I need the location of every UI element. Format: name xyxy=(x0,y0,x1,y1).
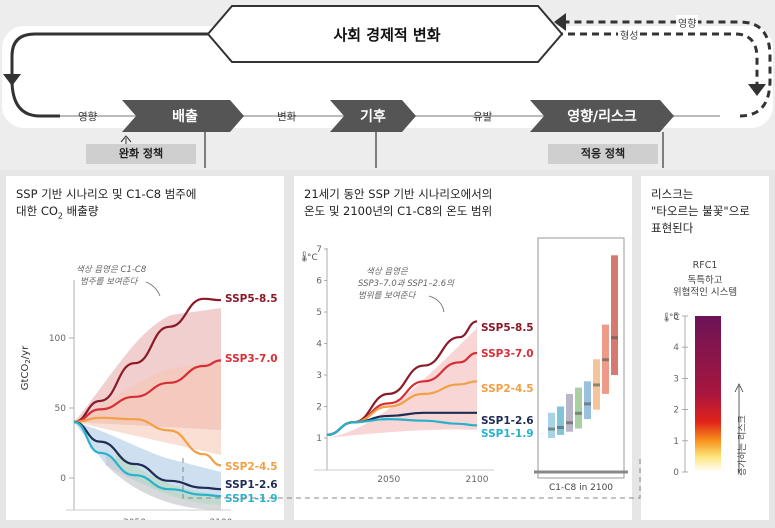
c-range-bar xyxy=(566,393,573,432)
panel3-title-line1: 리스크는 xyxy=(651,187,694,201)
influence-label-top: 영향 xyxy=(676,15,699,30)
c-range-median xyxy=(566,421,573,425)
y-tick-label: 7 xyxy=(316,245,322,255)
c-range-bar xyxy=(575,387,582,429)
panel1-title-line1: SSP 기반 시나리오 및 C1-C8 범주에 xyxy=(16,187,197,201)
c-range-bar xyxy=(611,255,618,375)
series-label-SSP2-4.5: SSP2-4.5 xyxy=(481,383,534,395)
impacts-chevron xyxy=(530,100,674,132)
burning-ember-chart: 🌡 °C 5 4 3 2 1 0 증가하는 리스크 xyxy=(661,312,748,478)
ember-tick-label: 2 xyxy=(673,406,679,416)
series-label-SSP1-1.9: SSP1-1.9 xyxy=(225,493,278,505)
ember-tick-label: 4 xyxy=(673,343,679,353)
panel2-title-line2: 온도 및 2100년의 C1-C8의 온도 범위 xyxy=(304,204,493,218)
c-range-bar xyxy=(557,406,564,435)
impacts-label: 영향/리스크 xyxy=(567,109,637,125)
influence-label-left: 영향 xyxy=(78,111,98,123)
ember-tick-label: 5 xyxy=(673,312,679,322)
mitigation-policy-badge: 완화 정책 xyxy=(86,144,196,164)
ember-tick-label: 1 xyxy=(673,437,679,447)
emissions-panel: SSP 기반 시나리오 및 C1-C8 범주에 대한 CO2 배출량 100 50… xyxy=(6,176,284,520)
series-label-SSP1-2.6: SSP1-2.6 xyxy=(481,415,534,427)
c-band-grey xyxy=(106,455,221,510)
series-label-SSP5-8.5: SSP5-8.5 xyxy=(481,322,534,334)
rfc1-desc1: 독특하고 xyxy=(687,275,723,286)
series-line-SSP3-7.0 xyxy=(73,359,222,424)
ember-tick-label: 0 xyxy=(673,468,679,478)
risk-panel: 리스크는 "타오르는 불꽃"으로 표현된다 RFC1 독특하고 위협적인 시스템… xyxy=(641,176,769,520)
climate-label: 기후 xyxy=(360,109,386,125)
emissions-chevron xyxy=(122,100,244,132)
ember-bar xyxy=(695,316,721,472)
c-range-median xyxy=(584,402,591,406)
y-tick-label: 0 xyxy=(60,474,66,484)
rfc1-desc2: 위협적인 시스템 xyxy=(672,287,738,298)
panel2-title-line1: 21세기 동안 SSP 기반 시나리오에서의 xyxy=(304,187,493,201)
emissions-chart: 100 50 0 2050 2100 SSP5-8.5 SSP3-7.0 SSP2-4.5 S… xyxy=(20,264,278,520)
thermometer-icon: 🌡 xyxy=(661,312,672,323)
c-range-median xyxy=(548,427,555,431)
temperature-chart: 🌡 °C 7 6 5 4 3 2 1 2050 2100 SSP5-8.5 SSP3-7.0 SSP… xyxy=(298,237,628,493)
series-label-SSP1-2.6: SSP1-2.6 xyxy=(225,479,278,491)
y-tick-label: 1 xyxy=(316,434,322,444)
y-tick-label: 100 xyxy=(49,334,66,344)
risk-axis-label: 증가하는 리스크 xyxy=(737,415,748,476)
climate-chevron xyxy=(330,100,416,132)
y-tick-label: 50 xyxy=(55,404,67,414)
ssp-range-band xyxy=(327,328,477,438)
series-label-SSP2-4.5: SSP2-4.5 xyxy=(225,461,278,473)
induce-label: 유발 xyxy=(473,111,493,123)
panel1-annotation-line2: 범주를 보여준다 xyxy=(80,276,139,287)
change-label: 변화 xyxy=(277,111,297,123)
x-tick-label: 2050 xyxy=(123,518,146,520)
y-tick-label: 4 xyxy=(316,340,322,350)
series-label-SSP1-1.9: SSP1-1.9 xyxy=(481,428,534,440)
x-tick-label: 2050 xyxy=(377,475,400,485)
temperature-panel: 21세기 동안 SSP 기반 시나리오에서의 온도 및 2100년의 C1-C8… xyxy=(294,176,632,520)
formation-label: 형성 xyxy=(618,27,641,42)
c-range-median xyxy=(593,383,600,387)
ember-tick-label: 3 xyxy=(673,374,679,384)
series-label-SSP3-7.0: SSP3-7.0 xyxy=(481,348,534,360)
series-line-SSP5-8.5 xyxy=(73,297,222,424)
panel3-title-line3: 표현된다 xyxy=(651,221,694,235)
panel3-title-line2: "타오르는 불꽃"으로 xyxy=(651,204,750,218)
series-line-SSP1-1.9 xyxy=(326,417,478,436)
y-tick-label: 3 xyxy=(316,371,322,381)
y-tick-label: 5 xyxy=(316,308,322,318)
x-tick-label: 2100 xyxy=(466,475,489,485)
panel2-annotation-line3: 범위를 보여준다 xyxy=(358,290,417,301)
c-range-bar xyxy=(584,381,591,420)
top-flow-diagram xyxy=(0,0,775,170)
series-line-SSP2-4.5 xyxy=(73,416,222,467)
c-range-median xyxy=(557,425,564,429)
society-hexagon xyxy=(206,5,564,63)
thermometer-icon: 🌡 xyxy=(298,251,311,263)
y-tick-label: 6 xyxy=(316,277,322,287)
series-label-SSP5-8.5: SSP5-8.5 xyxy=(225,293,278,305)
panel1-annotation-line1: 색상 음영은 C1-C8 xyxy=(76,264,147,275)
c-range-median xyxy=(575,411,582,415)
panel2-annotation-line1: 색상 음영은 xyxy=(366,266,409,277)
y-tick-label: 2 xyxy=(316,403,322,413)
c-range-bar xyxy=(548,412,555,438)
society-label: 사회 경제적 변화 xyxy=(333,26,441,44)
c1-c8-label: C1-C8 in 2100 xyxy=(549,483,613,493)
rfc1-label: RFC1 xyxy=(692,260,718,271)
panel1-ylabel: GtCO2/yr xyxy=(20,345,32,390)
panel3-unit: °C xyxy=(669,313,680,323)
c-band-mid xyxy=(74,360,221,455)
series-label-SSP3-7.0: SSP3-7.0 xyxy=(225,353,278,365)
adaptation-policy-badge: 적응 정책 xyxy=(548,144,658,164)
emissions-label: 배출 xyxy=(172,109,198,125)
panel2-annotation-line2: SSP3–7.0과 SSP1–2.6의 xyxy=(358,278,455,289)
panel1-title-line2: 대한 CO2 배출량 xyxy=(16,204,99,221)
x-tick-label: 2100 xyxy=(210,518,233,520)
c-range-median xyxy=(611,336,618,340)
c-range-median xyxy=(602,358,609,362)
panel2-unit: °C xyxy=(307,253,318,263)
